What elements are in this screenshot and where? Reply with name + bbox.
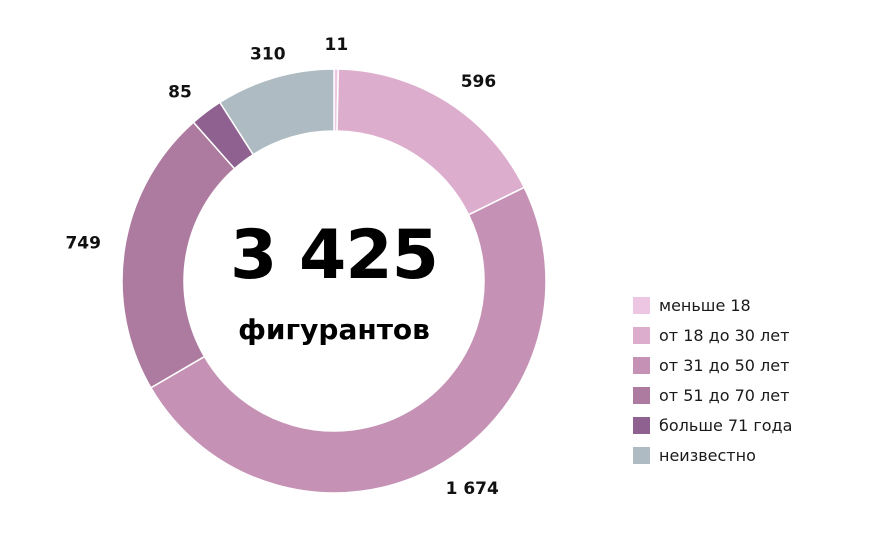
value-label-2: 1 674 xyxy=(446,479,499,499)
value-label-3: 749 xyxy=(65,234,101,254)
legend-item: от 31 до 50 лет xyxy=(633,350,792,380)
total-count: 3 425 xyxy=(230,216,439,295)
legend-swatch xyxy=(633,416,650,434)
legend-item: неизвестно xyxy=(633,440,792,470)
legend-item: от 18 до 30 лет xyxy=(633,320,792,350)
legend-item: больше 71 года xyxy=(633,410,792,440)
slice-2 xyxy=(149,186,547,494)
legend-label: неизвестно xyxy=(659,445,756,465)
slices-group xyxy=(121,68,547,494)
legend-label: от 51 до 70 лет xyxy=(659,385,790,405)
legend-label: больше 71 года xyxy=(659,415,793,435)
legend-swatch xyxy=(633,446,650,464)
legend-swatch xyxy=(633,326,650,344)
legend-item: от 51 до 70 лет xyxy=(633,380,792,410)
legend-item: меньше 18 xyxy=(633,290,792,320)
legend-swatch xyxy=(633,386,650,404)
value-label-1: 596 xyxy=(461,72,497,92)
legend-label: от 31 до 50 лет xyxy=(659,355,790,375)
value-label-0: 11 xyxy=(325,35,349,55)
slice-5 xyxy=(218,68,335,156)
legend-swatch xyxy=(633,296,650,314)
value-labels-group: 11 596 1 674 749 85 310 xyxy=(65,35,499,499)
value-label-5: 310 xyxy=(250,44,286,64)
legend-swatch xyxy=(633,356,650,374)
total-caption: фигурантов xyxy=(238,313,430,346)
legend: меньше 18 от 18 до 30 лет от 31 до 50 ле… xyxy=(633,290,792,470)
legend-label: от 18 до 30 лет xyxy=(659,325,790,345)
value-label-4: 85 xyxy=(168,83,192,103)
legend-label: меньше 18 xyxy=(659,295,751,315)
